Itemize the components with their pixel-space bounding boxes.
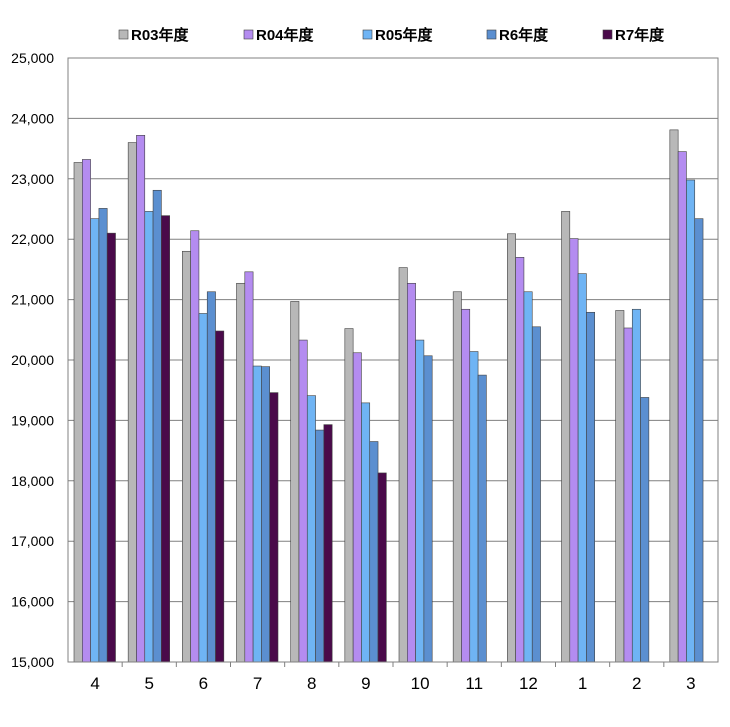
bar-R03年度-6 (182, 250, 191, 663)
bar-R05年度-6 (198, 313, 208, 663)
x-tick-label: 3 (686, 674, 695, 693)
legend-label: R04年度 (256, 26, 315, 44)
x-axis: 4 5 6 7 8 9 10 11 12 1 2 3 (90, 662, 696, 693)
bar-R03年度-7 (236, 282, 246, 663)
bar-R6年度-9 (369, 441, 379, 663)
x-tick-label: 10 (411, 674, 430, 693)
y-tick-label: 22,000 (11, 231, 54, 247)
bar-R03年度-2 (615, 310, 625, 663)
bar-R04年度-3 (677, 151, 687, 663)
gridlines (68, 117, 718, 603)
bar-R04年度-9 (352, 352, 362, 663)
bar-R6年度-6 (206, 291, 216, 663)
legend: R03年度 R04年度 R05年度 R6年度 R7年度 (118, 26, 665, 44)
bar-R05年度-4 (90, 218, 100, 663)
y-tick-label: 15,000 (11, 654, 54, 670)
bar-R04年度-4 (82, 159, 91, 663)
bar-R6年度-1 (586, 311, 596, 663)
y-tick-label: 18,000 (11, 473, 54, 489)
legend-swatch (118, 29, 129, 40)
bar-R6年度-12 (531, 326, 541, 663)
bar-R05年度-7 (252, 365, 262, 663)
y-tick-label: 17,000 (11, 533, 54, 549)
bar-R05年度-3 (686, 179, 696, 663)
y-tick-label: 21,000 (11, 292, 54, 308)
bar-R05年度-10 (415, 339, 425, 663)
bar-R05年度-8 (306, 395, 316, 663)
x-tick-label: 1 (578, 674, 587, 693)
y-tick-label: 16,000 (11, 594, 54, 610)
bar-R03年度-5 (127, 142, 137, 663)
y-tick-label: 19,000 (11, 412, 54, 428)
x-tick-label: 5 (145, 674, 154, 693)
bar-R03年度-1 (561, 211, 571, 663)
y-axis: 15,000 16,000 17,000 18,000 19,000 20,000 21,0… (11, 50, 54, 670)
legend-swatch (243, 29, 254, 40)
legend-swatch (486, 29, 497, 40)
bars (73, 129, 704, 663)
bar-R6年度-11 (477, 374, 487, 663)
bar-R05年度-9 (361, 402, 371, 663)
x-tick-label: 12 (519, 674, 538, 693)
bar-R6年度-7 (261, 366, 270, 663)
bar-R03年度-12 (507, 233, 516, 663)
bar-R04年度-5 (136, 135, 146, 663)
legend-label: R05年度 (375, 26, 434, 44)
bar-R03年度-10 (398, 267, 408, 663)
y-tick-label: 20,000 (11, 352, 54, 368)
bar-R6年度-5 (152, 189, 162, 663)
bar-R05年度-12 (523, 291, 533, 663)
bar-R7年度-9 (377, 472, 387, 663)
bar-R7年度-5 (161, 215, 170, 663)
bar-R03年度-11 (452, 291, 462, 663)
bar-R04年度-8 (298, 339, 308, 663)
y-tick-label: 25,000 (11, 50, 54, 66)
bar-R04年度-2 (623, 327, 633, 663)
bar-R05年度-2 (631, 308, 641, 663)
legend-label: R7年度 (615, 26, 665, 44)
bar-R05年度-1 (577, 273, 587, 663)
bar-R7年度-6 (215, 330, 225, 663)
x-tick-label: 11 (465, 674, 483, 693)
x-tick-label: 7 (253, 674, 262, 693)
bar-R04年度-7 (244, 271, 254, 663)
bar-R6年度-2 (640, 397, 650, 663)
bar-R6年度-10 (423, 355, 433, 663)
legend-label: R6年度 (499, 26, 549, 44)
bar-R04年度-6 (190, 230, 200, 663)
bar-R6年度-8 (315, 429, 325, 663)
bar-R04年度-11 (461, 308, 471, 663)
bar-R03年度-8 (290, 301, 300, 663)
x-tick-label: 4 (90, 674, 99, 693)
bar-R04年度-10 (406, 282, 416, 663)
legend-swatch (602, 29, 613, 40)
bar-R7年度-7 (269, 392, 279, 663)
bar-R04年度-1 (569, 238, 579, 663)
bar-R03年度-4 (73, 162, 83, 663)
bar-R03年度-3 (669, 129, 679, 663)
y-tick-label: 24,000 (11, 110, 54, 126)
bar-R05年度-5 (144, 211, 154, 663)
y-tick-label: 23,000 (11, 171, 54, 187)
legend-swatch (362, 29, 373, 40)
bar-R6年度-3 (694, 218, 704, 663)
bar-R7年度-8 (323, 424, 333, 663)
bar-R03年度-9 (344, 328, 354, 663)
x-tick-label: 2 (632, 674, 641, 693)
bar-R04年度-12 (515, 257, 525, 663)
legend-label: R03年度 (131, 26, 190, 44)
bar-R7年度-4 (106, 232, 116, 663)
x-tick-label: 8 (307, 674, 316, 693)
x-tick-label: 9 (361, 674, 370, 693)
x-tick-label: 6 (199, 674, 208, 693)
bar-R05年度-11 (469, 351, 479, 663)
bar-R6年度-4 (98, 208, 108, 663)
